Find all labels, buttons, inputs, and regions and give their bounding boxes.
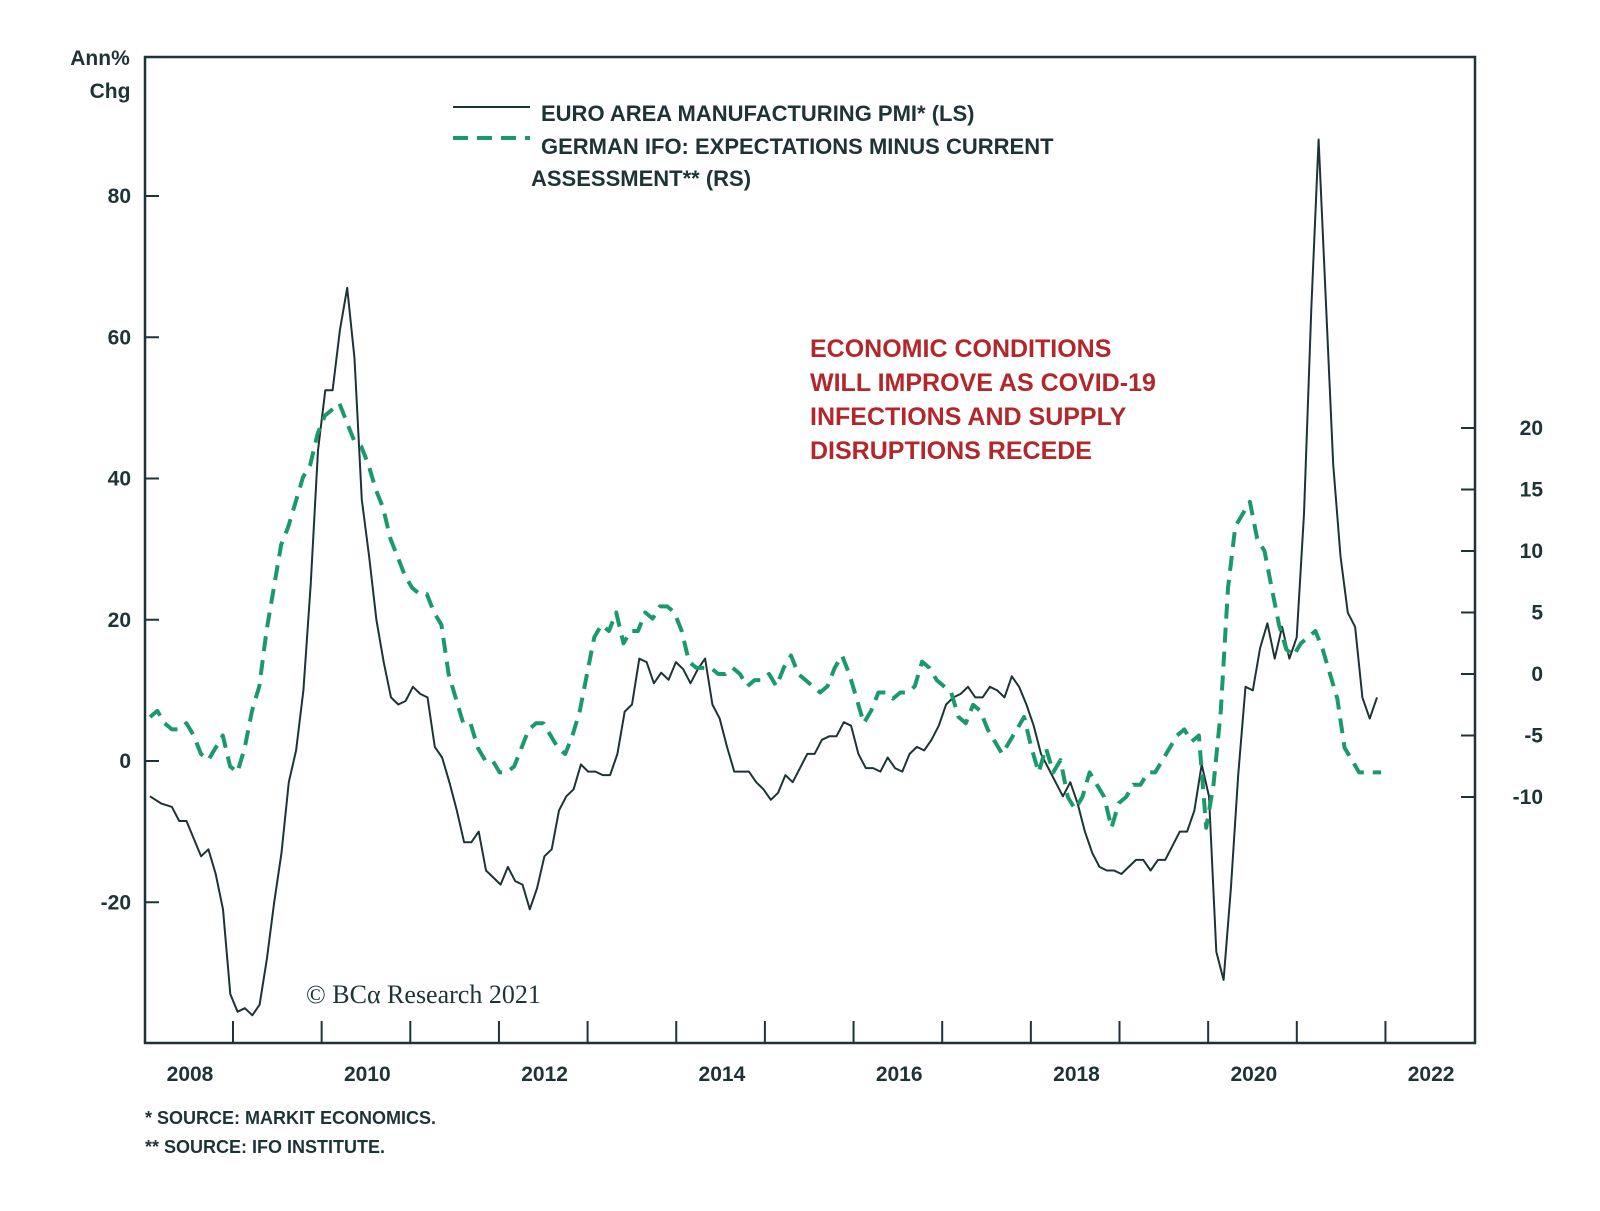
right-tick-label: -10 — [1513, 786, 1543, 809]
annotation: ECONOMIC CONDITIONS WILL IMPROVE AS COVI… — [810, 335, 1156, 465]
legend-label-ifo-line-1: GERMAN IFO: EXPECTATIONS MINUS CURRENT — [541, 134, 1054, 159]
x-tick-label: 2008 — [167, 1063, 214, 1086]
annotation-line-3: INFECTIONS AND SUPPLY — [810, 403, 1127, 431]
left-axis-label-line-2: Chg — [90, 80, 131, 103]
right-tick-label: 0 — [1531, 663, 1543, 686]
annotation-line-1: ECONOMIC CONDITIONS — [810, 335, 1111, 363]
left-tick-label: -20 — [101, 891, 131, 914]
left-axis-label-line-1: Ann% — [70, 47, 130, 70]
legend-label-ifo-line-2: ASSESSMENT** (RS) — [531, 166, 751, 191]
x-tick-label: 2010 — [344, 1063, 391, 1086]
left-tick-label: 40 — [108, 468, 131, 491]
left-axis: -20 0 20 40 60 80 — [101, 185, 159, 914]
footnote-2: ** SOURCE: IFO INSTITUTE. — [145, 1137, 385, 1157]
left-tick-label: 0 — [119, 750, 131, 773]
footnote-1: * SOURCE: MARKIT ECONOMICS. — [145, 1108, 436, 1128]
legend-label-pmi: EURO AREA MANUFACTURING PMI* (LS) — [541, 101, 974, 126]
series-layer — [148, 138, 1381, 1017]
left-tick-label: 80 — [108, 185, 131, 208]
series-line-ifo — [148, 401, 1381, 830]
right-tick-label: -5 — [1524, 725, 1543, 748]
x-tick-label: 2020 — [1230, 1063, 1277, 1086]
legend: EURO AREA MANUFACTURING PMI* (LS) GERMAN… — [453, 101, 1054, 191]
x-axis: 2008 2010 2012 2014 2016 2018 2020 2022 — [167, 1021, 1455, 1086]
x-tick-label: 2014 — [699, 1063, 746, 1086]
copyright: © BCα Research 2021 — [306, 980, 541, 1009]
right-tick-label: 10 — [1520, 540, 1543, 563]
x-tick-label: 2022 — [1408, 1063, 1455, 1086]
x-tick-label: 2012 — [521, 1063, 568, 1086]
left-tick-label: 60 — [108, 326, 131, 349]
x-tick-label: 2018 — [1053, 1063, 1100, 1086]
annotation-line-2: WILL IMPROVE AS COVID-19 — [810, 369, 1156, 397]
right-axis: -10 -5 0 5 10 15 20 — [1461, 417, 1543, 809]
right-tick-label: 15 — [1520, 479, 1544, 502]
annotation-line-4: DISRUPTIONS RECEDE — [810, 437, 1092, 465]
plot-frame — [143, 55, 1477, 1045]
left-tick-label: 20 — [108, 609, 131, 632]
right-tick-label: 20 — [1520, 417, 1543, 440]
x-tick-label: 2016 — [876, 1063, 923, 1086]
right-tick-label: 5 — [1531, 602, 1543, 625]
series-line-pmi — [149, 138, 1378, 1017]
